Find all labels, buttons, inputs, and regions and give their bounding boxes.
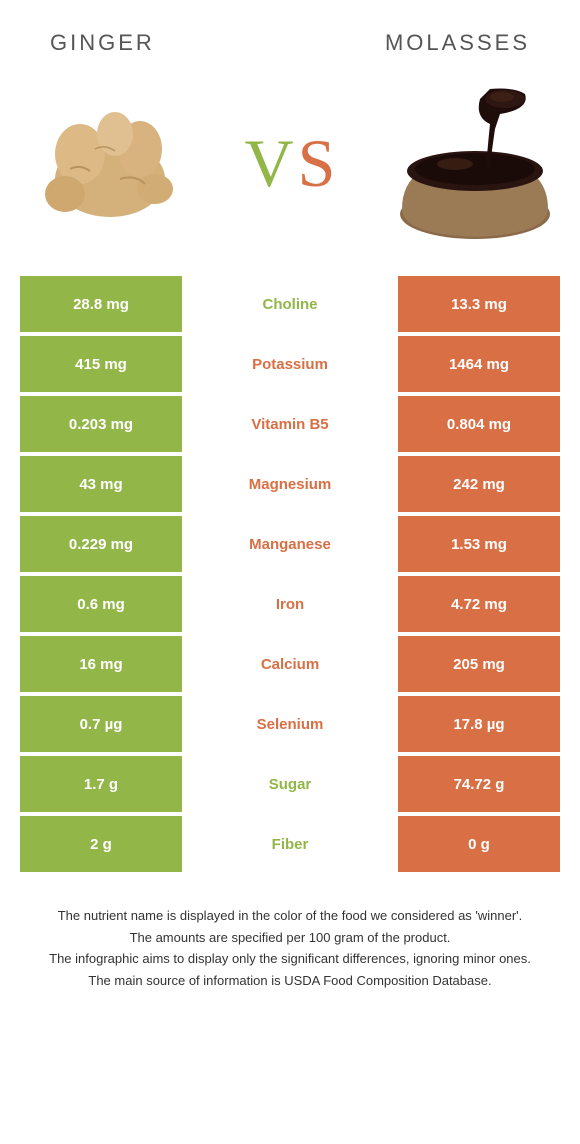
nutrient-value-right: 17.8 µg: [398, 696, 560, 752]
table-row: 16 mgCalcium205 mg: [20, 636, 560, 692]
ginger-image: [20, 79, 200, 249]
nutrient-value-left: 415 mg: [20, 336, 182, 392]
table-row: 0.229 mgManganese1.53 mg: [20, 516, 560, 572]
nutrient-label: Selenium: [182, 696, 398, 752]
nutrient-value-left: 16 mg: [20, 636, 182, 692]
nutrient-label: Fiber: [182, 816, 398, 872]
vs-label: VS: [245, 124, 336, 203]
table-row: 28.8 mgCholine13.3 mg: [20, 276, 560, 332]
footer-line-3: The infographic aims to display only the…: [30, 949, 550, 969]
table-row: 415 mgPotassium1464 mg: [20, 336, 560, 392]
ginger-icon: [20, 79, 200, 249]
nutrient-value-right: 1464 mg: [398, 336, 560, 392]
nutrient-value-right: 74.72 g: [398, 756, 560, 812]
nutrient-table: 28.8 mgCholine13.3 mg415 mgPotassium1464…: [0, 276, 580, 872]
nutrient-value-right: 0.804 mg: [398, 396, 560, 452]
nutrient-value-right: 4.72 mg: [398, 576, 560, 632]
food-title-right: MOLASSES: [385, 30, 530, 56]
nutrient-label: Magnesium: [182, 456, 398, 512]
table-row: 2 gFiber0 g: [20, 816, 560, 872]
nutrient-value-left: 0.229 mg: [20, 516, 182, 572]
nutrient-value-left: 43 mg: [20, 456, 182, 512]
molasses-icon: [380, 79, 560, 249]
molasses-image: [380, 79, 560, 249]
nutrient-value-right: 205 mg: [398, 636, 560, 692]
footer-line-1: The nutrient name is displayed in the co…: [30, 906, 550, 926]
nutrient-value-left: 1.7 g: [20, 756, 182, 812]
table-row: 0.203 mgVitamin B50.804 mg: [20, 396, 560, 452]
table-row: 0.7 µgSelenium17.8 µg: [20, 696, 560, 752]
nutrient-value-left: 0.7 µg: [20, 696, 182, 752]
nutrient-label: Manganese: [182, 516, 398, 572]
header-row: GINGER MOLASSES: [0, 0, 580, 66]
nutrient-label: Iron: [182, 576, 398, 632]
vs-v-letter: V: [245, 124, 294, 203]
nutrient-label: Potassium: [182, 336, 398, 392]
food-title-left: GINGER: [50, 30, 155, 56]
nutrient-value-right: 242 mg: [398, 456, 560, 512]
nutrient-value-right: 0 g: [398, 816, 560, 872]
vs-s-letter: S: [298, 124, 336, 203]
footer-line-2: The amounts are specified per 100 gram o…: [30, 928, 550, 948]
nutrient-value-right: 1.53 mg: [398, 516, 560, 572]
footer-line-4: The main source of information is USDA F…: [30, 971, 550, 991]
nutrient-value-left: 0.203 mg: [20, 396, 182, 452]
nutrient-label: Calcium: [182, 636, 398, 692]
table-row: 0.6 mgIron4.72 mg: [20, 576, 560, 632]
table-row: 43 mgMagnesium242 mg: [20, 456, 560, 512]
footer-notes: The nutrient name is displayed in the co…: [0, 876, 580, 1002]
nutrient-label: Choline: [182, 276, 398, 332]
nutrient-label: Sugar: [182, 756, 398, 812]
nutrient-value-left: 28.8 mg: [20, 276, 182, 332]
nutrient-value-left: 2 g: [20, 816, 182, 872]
nutrient-label: Vitamin B5: [182, 396, 398, 452]
table-row: 1.7 gSugar74.72 g: [20, 756, 560, 812]
nutrient-value-right: 13.3 mg: [398, 276, 560, 332]
nutrient-value-left: 0.6 mg: [20, 576, 182, 632]
vs-row: VS: [0, 66, 580, 276]
